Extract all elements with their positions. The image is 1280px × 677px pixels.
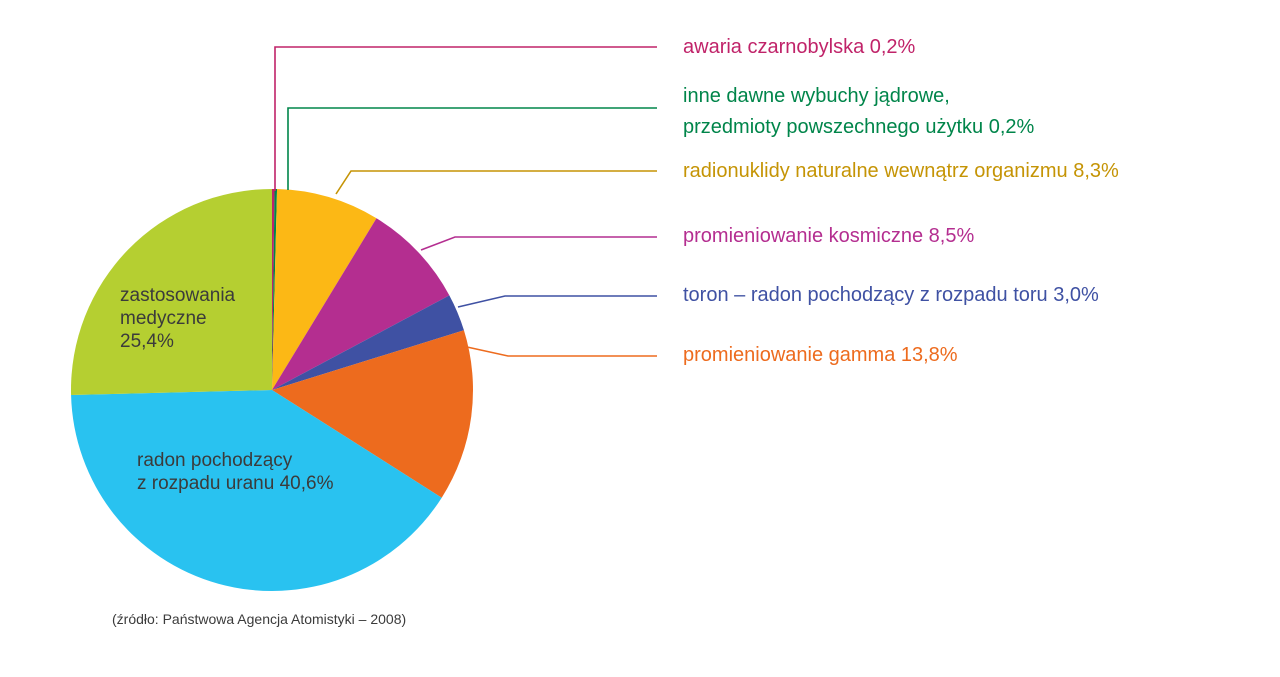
inner-label-line: zastosowania	[120, 285, 236, 306]
callout-label-line: toron – radon pochodzący z rozpadu toru …	[683, 284, 1099, 306]
leader-line-gamma-radiation	[466, 346, 657, 357]
callout-label-cosmic-radiation: promieniowanie kosmiczne 8,5%	[683, 221, 974, 252]
pie-slice-other-nuclear-tests	[272, 189, 278, 390]
pie-slice-radon-from-uranium	[71, 390, 442, 592]
pie-inner-label-radon: radon pochodzący z rozpadu uranu 40,6%	[137, 449, 333, 495]
source-caption: (źródło: Państwowa Agencja Atomistyki – …	[112, 611, 407, 627]
callout-label-gamma-radiation: promieniowanie gamma 13,8%	[683, 340, 958, 371]
callout-label-chernobyl-accident: awaria czarnobylska 0,2%	[683, 32, 915, 63]
leader-line-chernobyl-accident	[274, 46, 657, 191]
pie-slice-gamma-radiation	[272, 330, 474, 498]
callout-label-other-nuclear-tests: inne dawne wybuchy jądrowe, przedmioty p…	[683, 81, 1034, 143]
leader-line-thoron	[457, 295, 657, 308]
pie-slice-cosmic-radiation	[272, 218, 450, 390]
inner-label-line: 25,4%	[120, 331, 174, 352]
inner-label-line: z rozpadu uranu 40,6%	[137, 473, 334, 494]
inner-label-line: medyczne	[120, 308, 207, 329]
callout-label-line: radionuklidy naturalne wewnątrz organizm…	[683, 160, 1119, 182]
pie-slice-medical-applications	[70, 189, 272, 396]
callout-label-natural-radionuclides: radionuklidy naturalne wewnątrz organizm…	[683, 156, 1119, 187]
inner-label-line: radon pochodzący	[137, 450, 293, 471]
pie-inner-label-medical: zastosowania medyczne 25,4%	[120, 284, 235, 353]
callout-label-thoron: toron – radon pochodzący z rozpadu toru …	[683, 280, 1099, 311]
callout-label-line: promieniowanie gamma 13,8%	[683, 344, 958, 366]
leader-line-cosmic-radiation	[420, 236, 657, 251]
leader-line-other-nuclear-tests	[287, 107, 657, 190]
pie-slice-thoron	[272, 295, 464, 390]
pie-slice-chernobyl-accident	[272, 189, 275, 390]
callout-label-line: awaria czarnobylska 0,2%	[683, 36, 916, 58]
pie-slice-natural-radionuclides	[272, 189, 377, 390]
leader-line-natural-radionuclides	[335, 170, 657, 195]
callout-label-line: inne dawne wybuchy jądrowe,	[683, 85, 950, 107]
callout-label-line: promieniowanie kosmiczne 8,5%	[683, 225, 975, 247]
callout-label-line: przedmioty powszechnego użytku 0,2%	[683, 116, 1035, 138]
